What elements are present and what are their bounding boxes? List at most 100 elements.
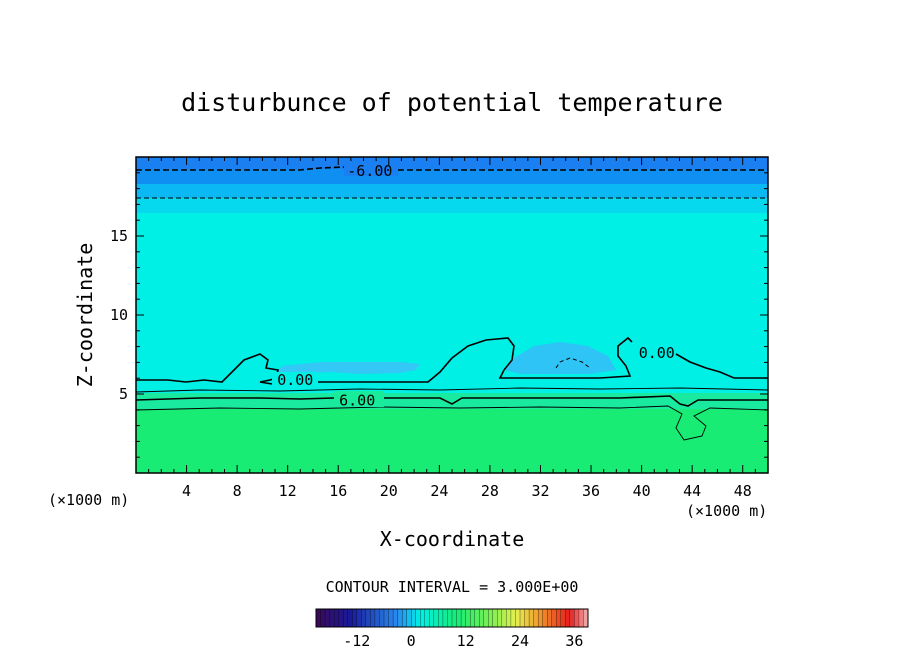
x-tick-label: 4 xyxy=(182,482,191,500)
contour-label-bg-2 xyxy=(272,372,318,388)
colorbar-cell xyxy=(447,608,453,628)
colorbar-cell xyxy=(501,608,507,628)
colorbar-cell xyxy=(510,608,516,628)
colorbar-cell xyxy=(333,608,340,628)
x-tick-label: 20 xyxy=(380,482,398,500)
colorbar-cell xyxy=(329,608,335,628)
colorbar-cell xyxy=(438,608,444,628)
colorbar-cell xyxy=(515,608,521,628)
contour-dashed-dome xyxy=(555,357,591,369)
contour-minus6 xyxy=(136,166,768,171)
colorbar-cell xyxy=(465,608,471,628)
colorbar-ticks: -12 0 12 24 36 xyxy=(343,632,583,650)
colorbar-cell xyxy=(420,608,426,628)
colorbar-cell xyxy=(415,608,421,628)
chart-title: disturbunce of potential temperature xyxy=(181,88,723,117)
x-tick-label: 12 xyxy=(279,482,297,500)
colorbar-cell xyxy=(429,608,435,628)
top-layer-fill xyxy=(136,157,768,169)
colorbar-cell xyxy=(361,608,367,628)
colorbar-cell xyxy=(433,608,439,628)
cloud-patch-right xyxy=(505,342,616,374)
contour-label: 6.00 xyxy=(339,391,375,409)
y-axis: 5 10 15 xyxy=(110,172,768,458)
colorbar-cell xyxy=(388,608,394,628)
colorbar-cell xyxy=(338,608,344,628)
colorbar-frame xyxy=(315,608,589,628)
colorbar-cell xyxy=(556,608,562,628)
colorbar-tick-label: -12 xyxy=(343,632,370,650)
contour-label-bg-1 xyxy=(344,160,398,176)
colorbar-cell xyxy=(401,608,408,628)
colorbar-cell xyxy=(379,608,385,628)
colorbar-cell xyxy=(497,608,503,628)
contour-3-thin xyxy=(135,387,769,393)
low-layer-shade xyxy=(136,393,768,409)
colorbar-cell xyxy=(365,608,371,628)
colorbar-cell xyxy=(347,608,353,628)
x-tick-label: 48 xyxy=(734,482,752,500)
colorbar-cell xyxy=(411,608,417,628)
contour-label: -6.00 xyxy=(347,162,392,180)
cloud-patch-left xyxy=(276,362,420,374)
x-tick-label: 8 xyxy=(233,482,242,500)
colorbar-cell xyxy=(320,608,326,628)
transition-band-fill xyxy=(136,198,768,213)
colorbar-cell xyxy=(533,608,539,628)
contour-9 xyxy=(135,405,769,441)
contour-label-bg-3 xyxy=(334,391,384,407)
colorbar-cell xyxy=(451,608,457,628)
colorbar xyxy=(315,608,589,628)
x-tick-label: 24 xyxy=(430,482,448,500)
colorbar-cell xyxy=(488,608,494,628)
colorbar-cell xyxy=(343,608,349,628)
colorbar-cell xyxy=(519,608,525,628)
colorbar-cell xyxy=(383,608,389,628)
contour-labels: -6.00 0.00 6.00 0.00 xyxy=(277,162,675,409)
contour-zero-right xyxy=(675,353,768,379)
colorbar-cell xyxy=(528,608,535,628)
colorbar-cell xyxy=(569,608,575,628)
colorbar-cell xyxy=(565,608,571,628)
x-unit-label-left: (×1000 m) xyxy=(48,491,129,509)
colorbar-cell xyxy=(424,608,430,628)
colorbar-cell xyxy=(324,608,331,628)
colorbar-cell xyxy=(397,608,403,628)
colorbar-cell xyxy=(442,608,448,628)
colorbar-cell xyxy=(374,608,380,628)
plot-area xyxy=(135,156,769,474)
x-tick-label: 32 xyxy=(531,482,549,500)
colorbar-cell xyxy=(483,608,489,628)
x-tick-label: 40 xyxy=(633,482,651,500)
colorbar-tick-label: 36 xyxy=(565,632,583,650)
colorbar-cell xyxy=(551,608,557,628)
upper-band-fill-2 xyxy=(136,184,768,198)
upper-band-fill xyxy=(136,169,768,184)
colorbar-cell xyxy=(315,608,321,628)
colorbar-cell xyxy=(560,608,566,628)
colorbar-cell xyxy=(479,608,485,628)
colorbar-cell xyxy=(547,608,553,628)
colorbar-cell xyxy=(524,608,530,628)
x-axis: 4 8 12 16 20 24 28 32 36 40 44 48 xyxy=(148,157,756,500)
contour-interval-text: CONTOUR INTERVAL = 3.000E+00 xyxy=(326,578,579,596)
middle-layer-fill xyxy=(136,213,768,393)
x-tick-label: 16 xyxy=(329,482,347,500)
y-tick-label: 10 xyxy=(110,306,128,324)
colorbar-cell xyxy=(542,608,548,628)
colorbar-tick-label: 12 xyxy=(457,632,475,650)
y-axis-label: Z-coordinate xyxy=(73,243,97,388)
colorbar-cell xyxy=(492,608,498,628)
colorbar-cell xyxy=(578,608,584,628)
colorbar-tick-label: 0 xyxy=(407,632,416,650)
colorbar-cell xyxy=(352,608,358,628)
x-tick-label: 28 xyxy=(481,482,499,500)
colorbar-tick-label: 24 xyxy=(511,632,529,650)
x-unit-label-right: (×1000 m) xyxy=(686,502,767,520)
contour-label: 0.00 xyxy=(277,371,313,389)
colorbar-cell xyxy=(370,608,376,628)
x-tick-label: 44 xyxy=(683,482,701,500)
colorbar-cell xyxy=(574,608,580,628)
y-tick-label: 5 xyxy=(119,385,128,403)
